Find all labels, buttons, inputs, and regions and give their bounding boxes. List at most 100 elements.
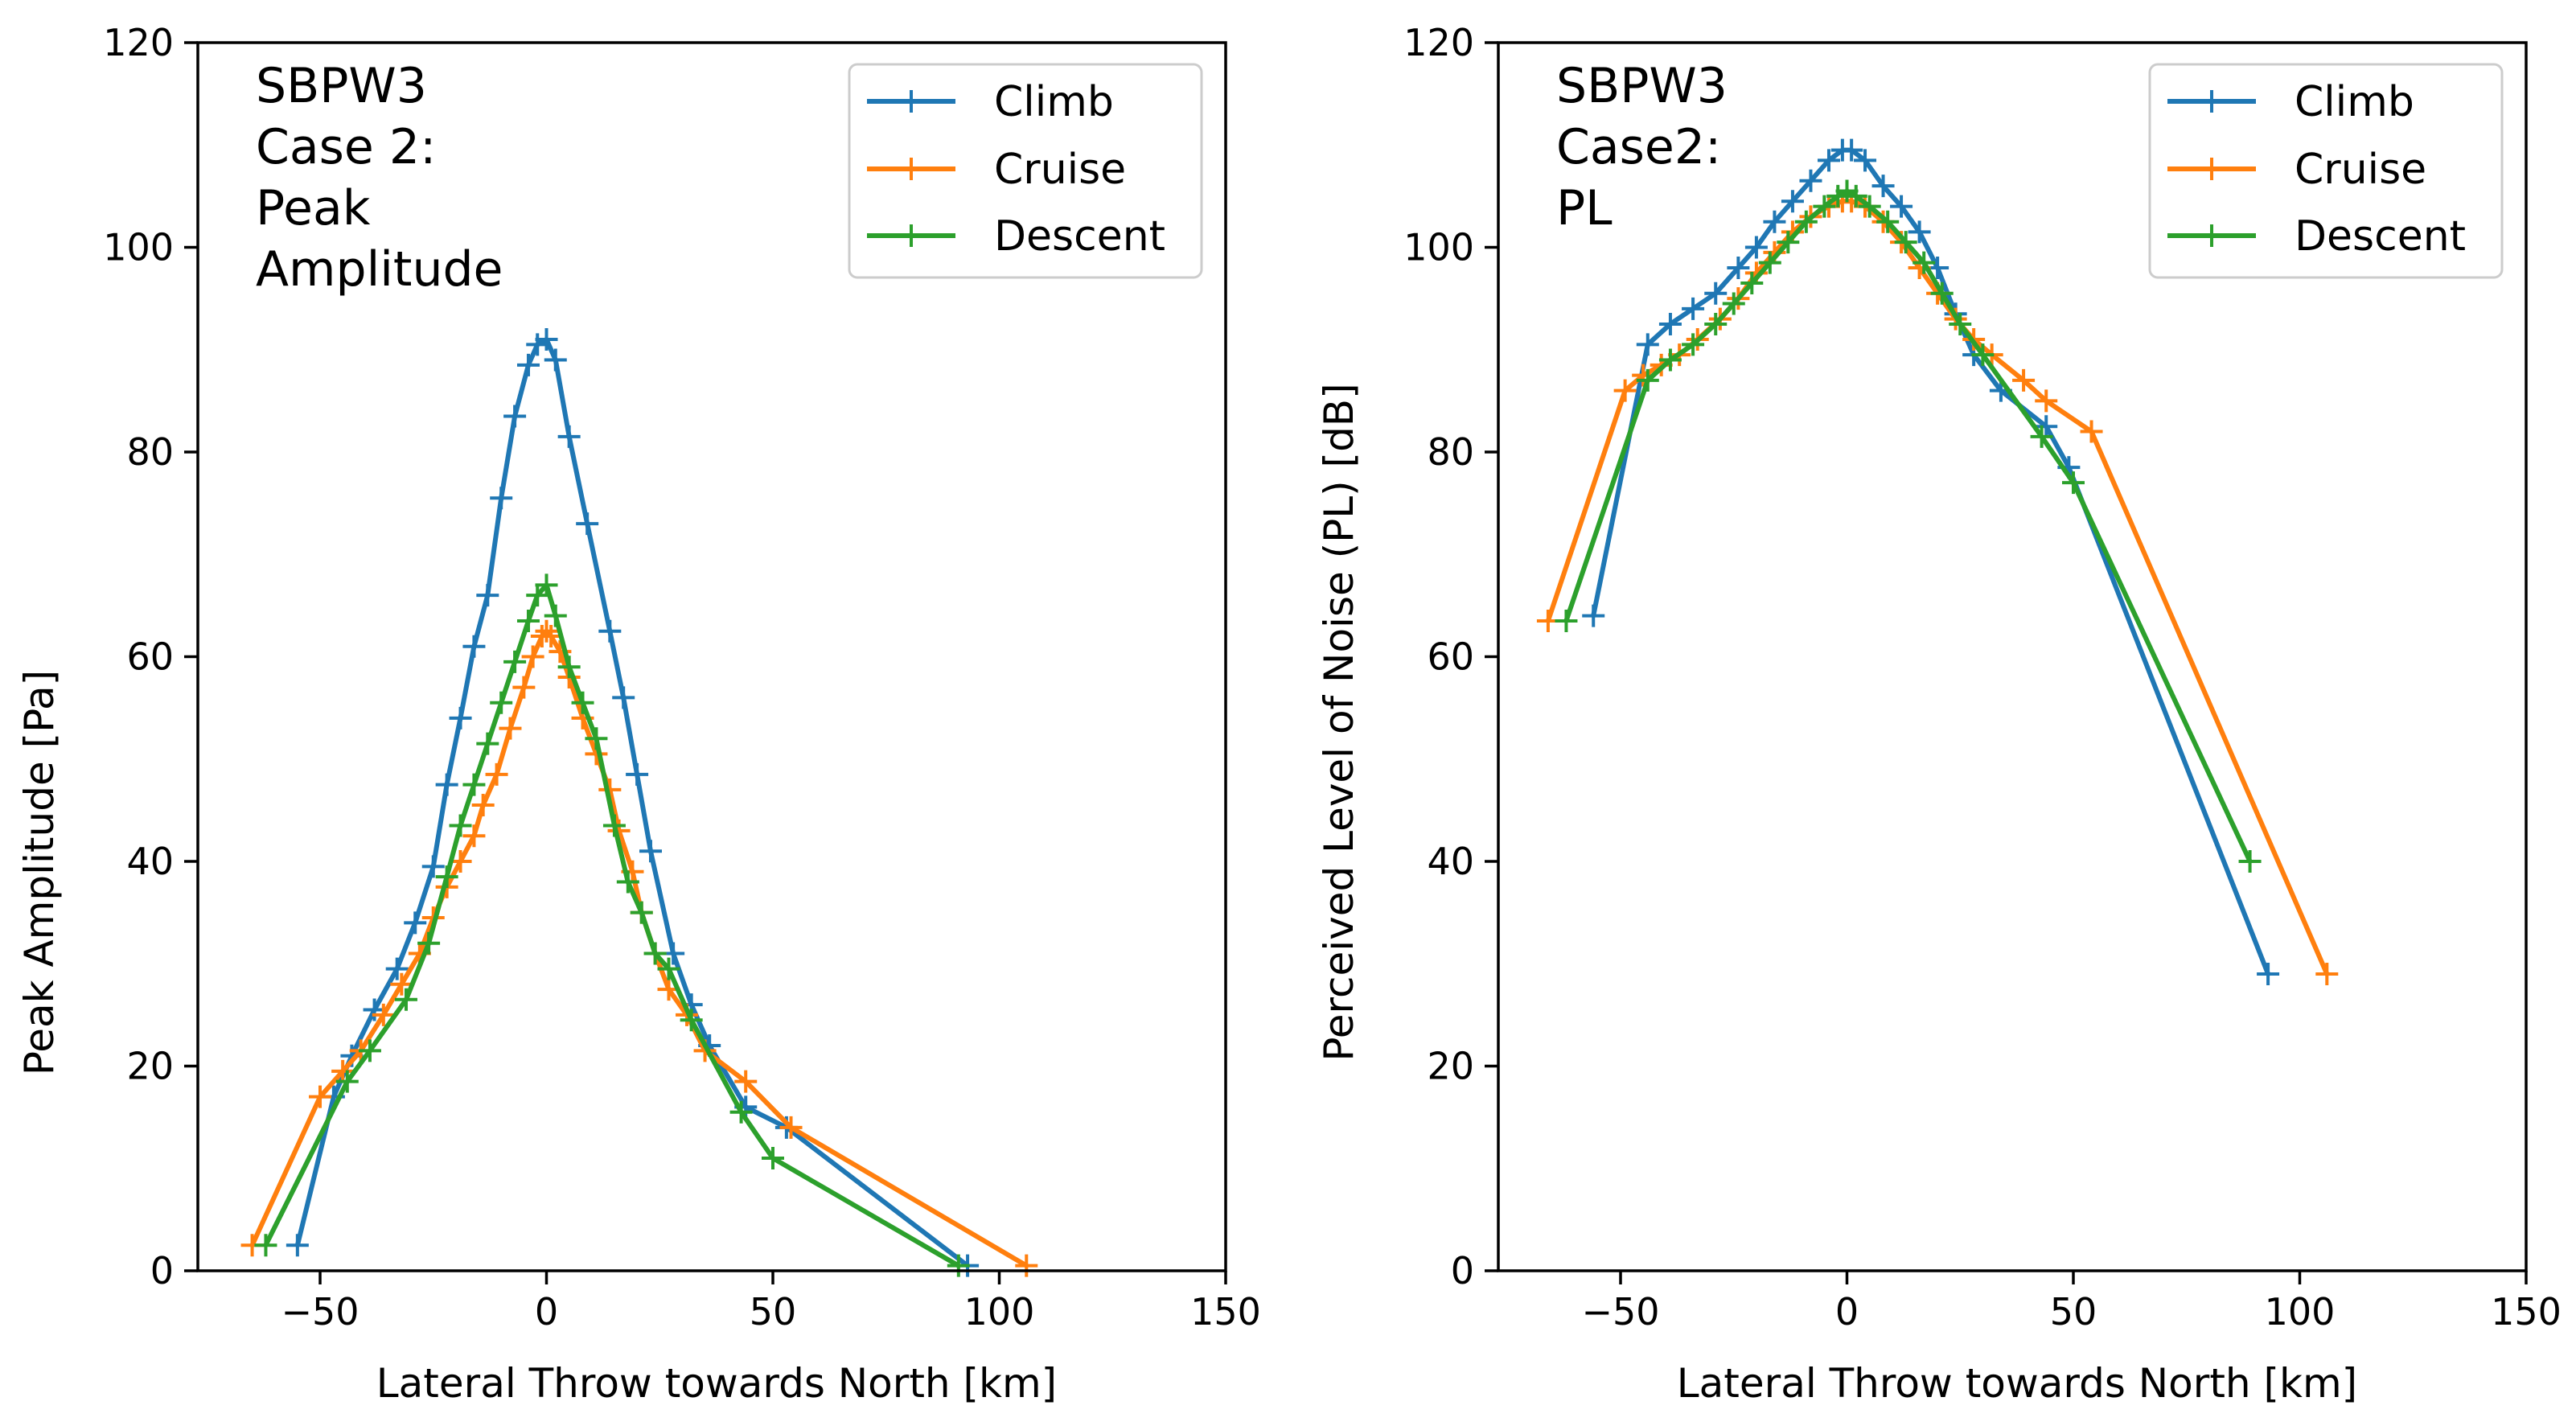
left-annotation: SBPW3 Case 2: Peak Amplitude <box>256 58 503 298</box>
right-point-cruise <box>2012 368 2036 392</box>
left-y-tick-label: 20 <box>126 1045 174 1088</box>
right-annotation-line-3: PL <box>1556 180 1613 236</box>
left-legend-marker-cruise <box>900 158 922 180</box>
left-point-descent <box>449 814 472 837</box>
left-legend-marker-climb <box>900 90 922 113</box>
right-point-descent <box>1949 312 1972 335</box>
right-y-tick-label: 100 <box>1403 226 1474 269</box>
left-point-descent <box>762 1147 785 1170</box>
left-point-climb <box>535 328 558 351</box>
right-legend: Climb Cruise Descent <box>2148 63 2504 279</box>
right-legend-label-descent: Descent <box>2295 212 2466 261</box>
left-plot-frame <box>196 41 1227 1272</box>
right-point-descent <box>2062 471 2085 495</box>
right-point-descent <box>1813 195 1836 218</box>
left-point-cruise <box>535 619 558 643</box>
left-point-descent <box>729 1100 753 1124</box>
left-point-climb <box>503 405 527 428</box>
left-point-cruise <box>372 1003 395 1026</box>
right-point-descent <box>1555 609 1578 632</box>
left-point-climb <box>421 855 445 878</box>
right-point-descent <box>1636 368 1659 392</box>
right-point-climb <box>1781 190 1804 213</box>
right-x-tick-label: 0 <box>1835 1290 1859 1334</box>
right-legend-entry-cruise: Cruise <box>2167 146 2426 194</box>
left-y-tick-label: 0 <box>150 1249 174 1292</box>
left-point-cruise <box>471 794 495 817</box>
left-chart-peak-amplitude: Peak Amplitude [Pa] Lateral Throw toward… <box>16 21 1261 1407</box>
left-annotation-line-2: Case 2: <box>256 119 436 175</box>
right-x-ticks: −50 0 50 100 150 <box>1581 1271 2562 1334</box>
left-legend-label-climb: Climb <box>994 78 1114 126</box>
right-point-climb <box>1658 312 1682 335</box>
right-point-climb <box>1727 256 1750 279</box>
left-legend-entry-cruise: Cruise <box>867 146 1126 194</box>
right-point-climb <box>1582 604 1605 627</box>
right-y-tick-label: 60 <box>1427 635 1474 679</box>
left-y-axis-label: Peak Amplitude [Pa] <box>16 670 63 1075</box>
right-point-cruise <box>1613 379 1637 402</box>
right-point-climb <box>1817 149 1840 172</box>
right-point-climb <box>1871 175 1895 198</box>
right-point-climb <box>1682 297 1705 320</box>
right-y-tick-label: 40 <box>1427 840 1474 883</box>
right-point-descent <box>1858 195 1881 218</box>
right-point-climb <box>1854 149 1877 172</box>
left-x-tick-label: −50 <box>281 1290 359 1334</box>
left-plot-series <box>240 328 1038 1277</box>
right-point-descent <box>1740 272 1764 295</box>
left-point-climb <box>639 840 662 863</box>
left-legend-label-descent: Descent <box>994 212 1165 261</box>
right-point-climb <box>1744 236 1768 259</box>
right-annotation-line-1: SBPW3 <box>1556 58 1728 114</box>
right-y-tick-label: 20 <box>1427 1045 1474 1088</box>
left-point-descent <box>630 901 653 924</box>
right-point-descent <box>1894 231 1917 254</box>
right-point-climb <box>1763 210 1786 233</box>
left-point-descent <box>417 931 441 955</box>
right-legend-label-cruise: Cruise <box>2295 146 2426 194</box>
right-point-descent <box>1794 210 1818 233</box>
left-y-tick-label: 40 <box>126 840 174 883</box>
right-point-descent <box>2238 850 2262 873</box>
left-y-tick-label: 120 <box>103 21 174 64</box>
left-point-cruise <box>485 762 508 786</box>
right-y-axis-label: Perceived Level of Noise (PL) [dB] <box>1316 383 1362 1061</box>
left-point-descent <box>435 865 458 889</box>
left-series-line-cruise <box>249 628 1029 1268</box>
right-point-descent <box>1912 251 1936 274</box>
left-point-climb <box>449 706 472 729</box>
left-point-climb <box>612 686 635 709</box>
right-point-climb <box>2035 415 2058 438</box>
left-point-climb <box>286 1234 309 1257</box>
left-point-descent <box>394 988 417 1011</box>
left-point-climb <box>626 762 649 786</box>
left-point-descent <box>585 727 608 750</box>
right-point-climb <box>1890 195 1913 218</box>
right-point-cruise <box>2080 420 2103 443</box>
right-point-climb <box>1908 220 1931 244</box>
right-x-tick-label: −50 <box>1581 1290 1659 1334</box>
right-point-descent <box>2030 425 2053 448</box>
right-y-tick-label: 0 <box>1451 1249 1474 1292</box>
left-point-cruise <box>779 1116 803 1139</box>
right-annotation: SBPW3 Case2: PL <box>1556 58 1728 236</box>
left-point-descent <box>358 1039 381 1062</box>
left-point-descent <box>462 773 486 796</box>
right-y-tick-label: 80 <box>1427 430 1474 474</box>
left-point-climb <box>462 635 486 658</box>
left-x-tick-label: 0 <box>535 1290 558 1334</box>
right-point-climb <box>2257 962 2280 985</box>
left-point-cruise <box>462 824 486 848</box>
right-legend-marker-cruise <box>2200 158 2223 180</box>
right-legend-marker-climb <box>2200 90 2223 113</box>
left-point-climb <box>476 584 499 607</box>
left-point-descent <box>680 1009 703 1032</box>
left-point-cruise <box>499 717 522 740</box>
right-annotation-line-2: Case2: <box>1556 119 1721 175</box>
right-point-descent <box>1758 251 1781 274</box>
left-point-climb <box>385 957 409 980</box>
right-point-climb <box>1840 138 1863 162</box>
